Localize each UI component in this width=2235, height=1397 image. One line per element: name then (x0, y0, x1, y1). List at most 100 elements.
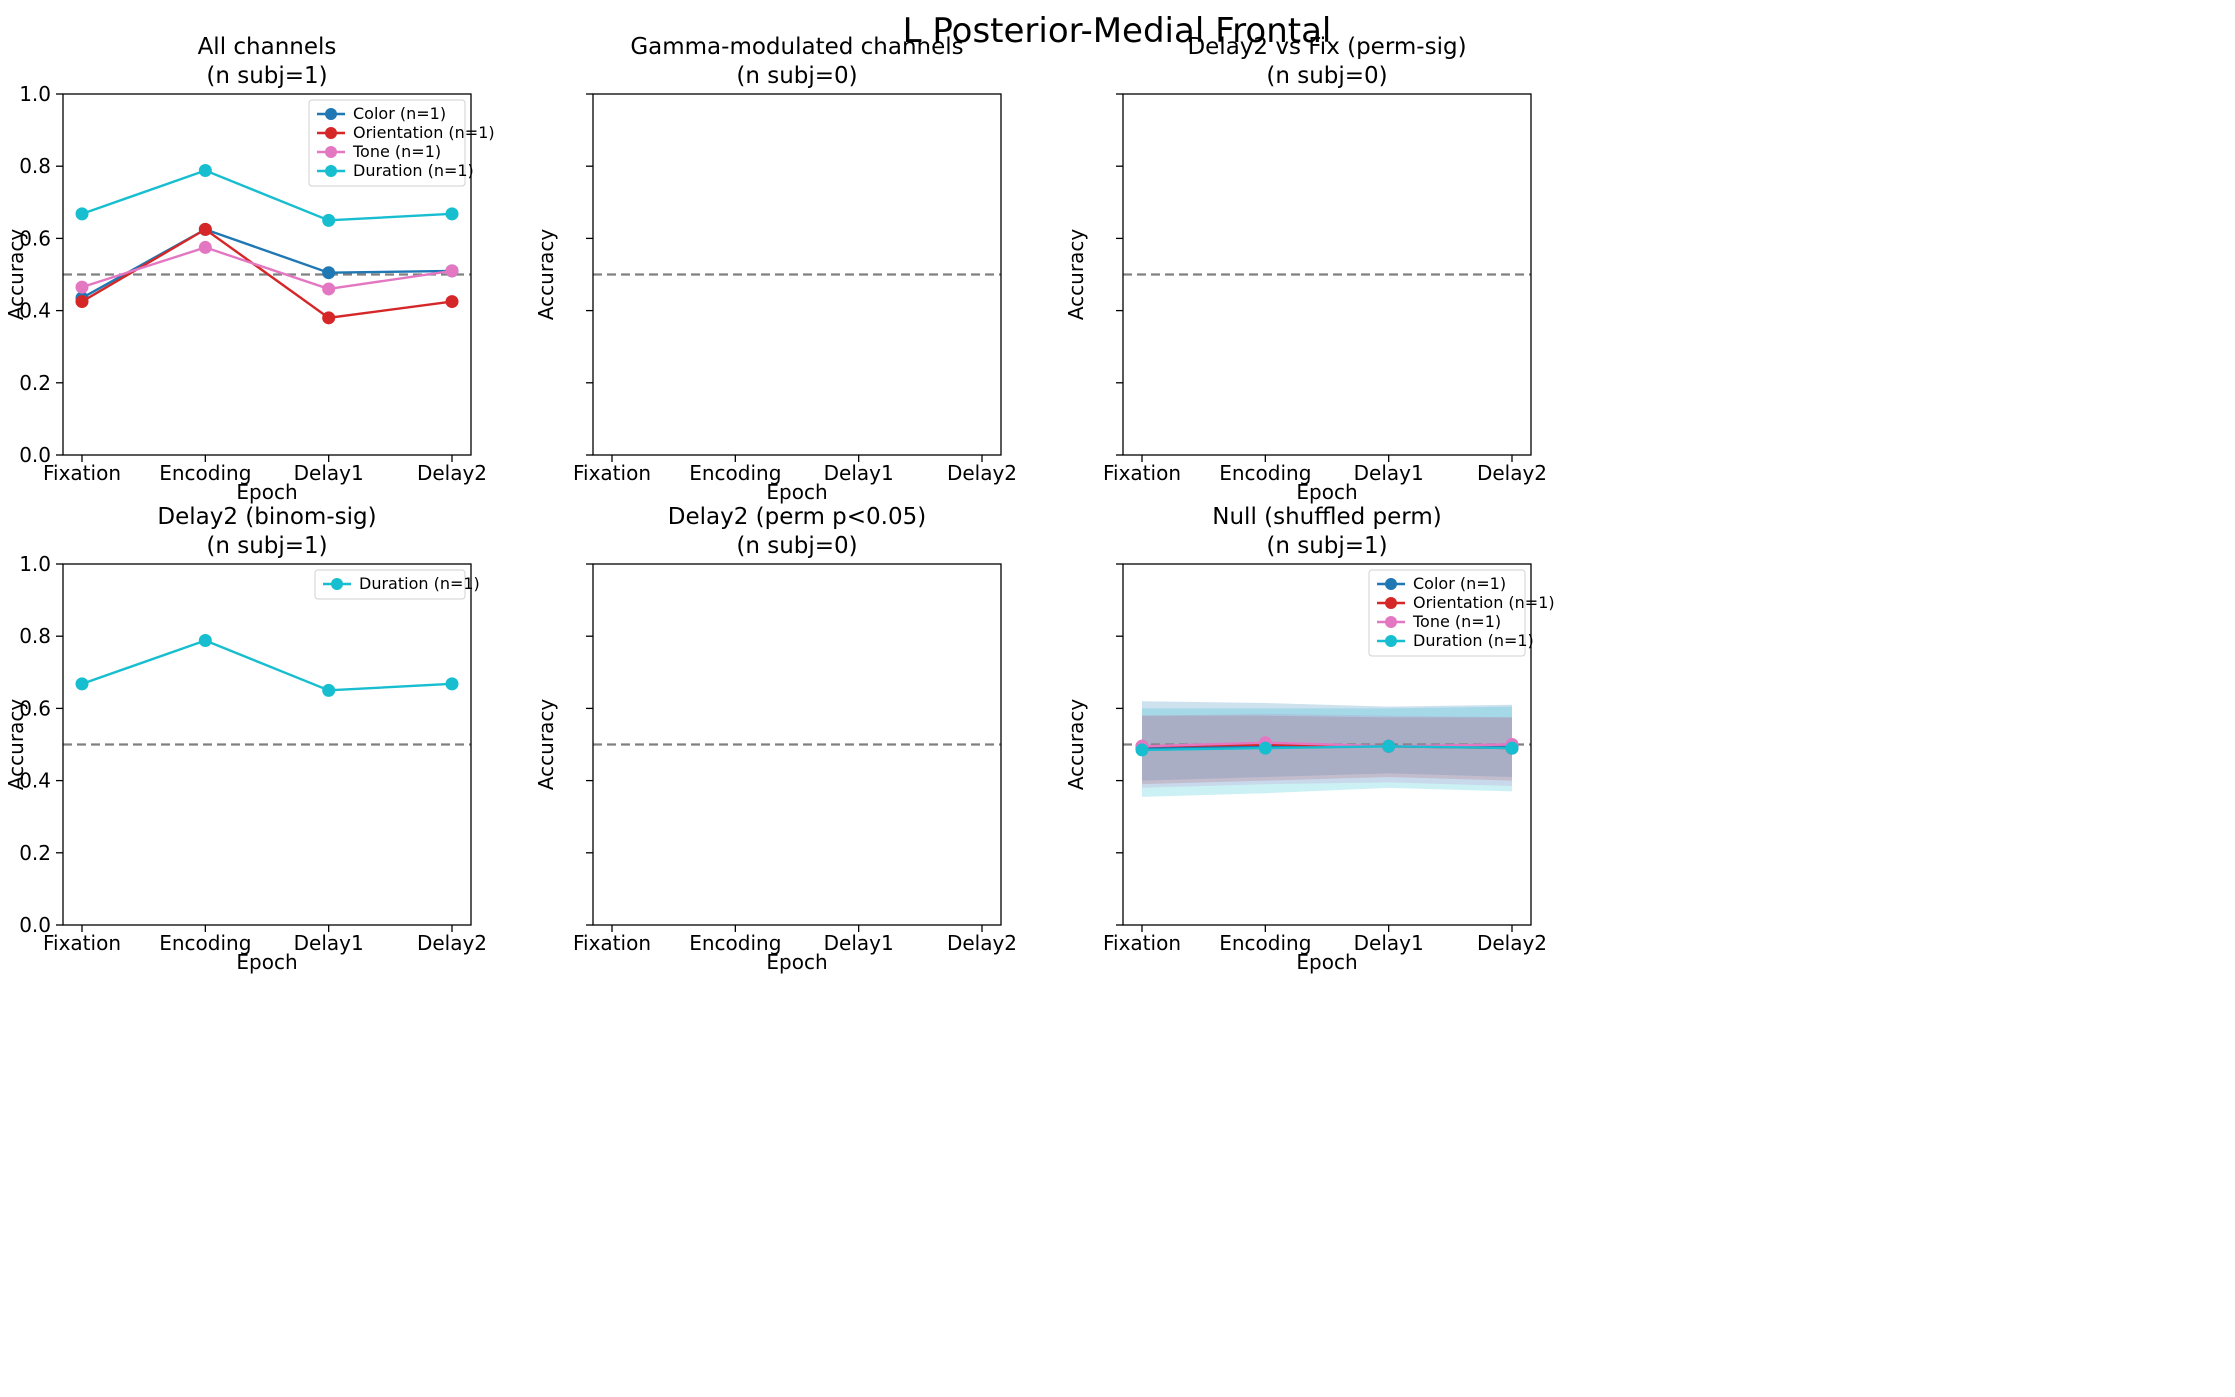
axes-frame (62, 93, 472, 456)
x-tick-label: Delay1 (1354, 461, 1424, 485)
data-point-duration-n-1 (75, 207, 89, 221)
x-axis-label: Epoch (1296, 950, 1357, 974)
y-axis-label: Accuracy (4, 699, 28, 790)
x-axis-label: Epoch (766, 480, 827, 504)
subplot-subtitle: (n subj=1) (206, 533, 327, 559)
y-tick-label: 0.0 (19, 443, 51, 467)
null-band-duration-n-1 (1142, 706, 1512, 797)
legend-marker-color-n-1 (325, 108, 337, 120)
y-axis-label: Accuracy (1064, 229, 1088, 320)
legend: Color (n=1)Orientation (n=1)Tone (n=1)Du… (1368, 569, 1555, 657)
data-point-duration-n-1 (198, 634, 212, 648)
legend-marker-tone-n-1 (1385, 616, 1397, 628)
x-tick-label: Delay1 (1354, 931, 1424, 955)
data-point-duration-n-1 (1505, 741, 1519, 755)
subplot-3: Delay2 vs Fix (perm-sig) (n subj=0) Fixati… (1064, 34, 1547, 504)
series-line-duration-n-1 (1141, 745, 1513, 752)
legend-label: Duration (n=1) (353, 161, 474, 180)
data-point-duration-n-1 (322, 213, 336, 227)
y-tick-label: 0.4 (19, 299, 51, 323)
legend-marker-duration-n-1 (1385, 635, 1397, 647)
subplot-4: Delay2 (binom-sig) (n subj=1) 0.0 0.2 0.4 0.6… (4, 504, 487, 974)
subplot-subtitle: (n subj=0) (1266, 63, 1387, 89)
legend-box (314, 569, 466, 600)
legend-marker-color-n-1 (1385, 578, 1397, 590)
data-point-orientation-n-1 (322, 311, 336, 325)
x-tick-label: Delay2 (1477, 931, 1547, 955)
legend-marker-orientation-n-1 (1385, 597, 1397, 609)
legend-marker-tone-n-1 (325, 146, 337, 158)
x-tick-label: Encoding (689, 931, 781, 955)
axes-frame (62, 563, 472, 926)
y-axis-label: Accuracy (1064, 699, 1088, 790)
x-tick-label: Fixation (1103, 931, 1181, 955)
axes-frame (592, 563, 1002, 926)
data-point-orientation-n-1 (198, 222, 212, 236)
legend-box (308, 99, 466, 187)
y-tick-label: 0.0 (19, 913, 51, 937)
x-axis-label: Epoch (236, 950, 297, 974)
y-tick-label: 0.8 (19, 154, 51, 178)
axes-frame (592, 93, 1002, 456)
y-tick-label: 0.2 (19, 371, 51, 395)
legend: Color (n=1)Orientation (n=1)Tone (n=1)Du… (308, 99, 495, 187)
x-tick-label: Fixation (1103, 461, 1181, 485)
y-axis-label: Accuracy (534, 699, 558, 790)
subplot-subtitle: (n subj=0) (736, 63, 857, 89)
series-line-duration-n-1 (81, 169, 453, 222)
data-point-duration-n-1 (445, 677, 459, 691)
series-line-orientation-n-1 (81, 227, 453, 320)
legend-label: Color (n=1) (1413, 574, 1506, 593)
legend-box (1368, 569, 1526, 657)
subplot-1: All channels (n subj=1) 0.0 0.2 0.4 0.6 0.8 1.0… (4, 34, 495, 504)
data-point-orientation-n-1 (75, 295, 89, 309)
series-line-color-n-1 (81, 228, 453, 300)
legend-label: Orientation (n=1) (353, 123, 495, 142)
subplot-title: Gamma-modulated channels (630, 34, 963, 60)
x-tick-label: Delay2 (1477, 461, 1547, 485)
legend-label: Orientation (n=1) (1413, 593, 1555, 612)
legend-label: Color (n=1) (353, 104, 446, 123)
data-point-duration-n-1 (75, 677, 89, 691)
y-tick-label: 1.0 (19, 82, 51, 106)
data-point-tone-n-1 (198, 240, 212, 254)
subplot-title: Null (shuffled perm) (1212, 504, 1441, 530)
y-tick-label: 0.8 (19, 624, 51, 648)
legend: Duration (n=1) (314, 569, 480, 600)
series-line-tone-n-1 (1141, 741, 1513, 748)
legend-label: Tone (n=1) (1412, 612, 1501, 631)
x-tick-label: Delay2 (417, 461, 487, 485)
subplot-subtitle: (n subj=1) (1266, 533, 1387, 559)
null-band-tone-n-1 (1142, 713, 1512, 788)
legend-label: Tone (n=1) (352, 142, 441, 161)
data-point-duration-n-1 (1135, 743, 1149, 757)
subplot-title: Delay2 (binom-sig) (157, 504, 376, 530)
null-band-orientation-n-1 (1142, 715, 1512, 785)
x-tick-label: Delay2 (947, 461, 1017, 485)
legend-marker-orientation-n-1 (325, 127, 337, 139)
x-tick-label: Delay2 (947, 931, 1017, 955)
legend-marker-duration-n-1 (325, 165, 337, 177)
x-tick-label: Delay1 (294, 931, 364, 955)
x-tick-label: Delay1 (824, 931, 894, 955)
x-tick-label: Delay1 (824, 461, 894, 485)
data-point-orientation-n-1 (445, 295, 459, 309)
data-point-duration-n-1 (198, 164, 212, 178)
data-point-tone-n-1 (75, 280, 89, 294)
x-tick-label: Fixation (43, 461, 121, 485)
x-tick-label: Delay1 (294, 461, 364, 485)
y-tick-label: 0.2 (19, 841, 51, 865)
subplot-title: All channels (198, 34, 337, 60)
y-tick-label: 1.0 (19, 552, 51, 576)
data-point-duration-n-1 (1382, 739, 1396, 753)
data-point-duration-n-1 (322, 683, 336, 697)
x-tick-label: Encoding (159, 931, 251, 955)
null-band-color-n-1 (1142, 701, 1512, 781)
y-tick-label: 0.4 (19, 769, 51, 793)
x-tick-label: Encoding (689, 461, 781, 485)
x-tick-label: Fixation (573, 931, 651, 955)
series-line-tone-n-1 (81, 246, 453, 291)
x-tick-label: Fixation (573, 461, 651, 485)
y-tick-label: 0.6 (19, 226, 51, 250)
